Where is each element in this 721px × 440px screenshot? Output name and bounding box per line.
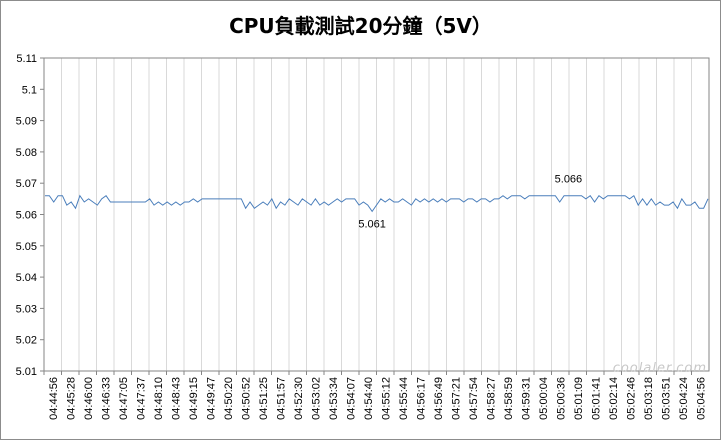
chart-title: CPU負載測試20分鐘（5V） <box>229 14 492 38</box>
x-tick-label: 04:56:17 <box>415 377 427 420</box>
x-tick-label: 05:01:41 <box>590 377 602 420</box>
x-tick-label: 05:02:14 <box>608 377 620 420</box>
x-tick-label: 04:57:54 <box>468 377 480 420</box>
x-tick-label: 04:59:31 <box>520 377 532 420</box>
x-tick-label: 04:47:37 <box>135 377 147 420</box>
x-tick-label: 04:52:30 <box>293 377 305 420</box>
x-tick-label: 04:48:43 <box>170 377 182 420</box>
x-tick-label: 04:51:57 <box>275 377 287 420</box>
y-tick-label: 5.1 <box>22 84 37 96</box>
x-tick-label: 05:04:56 <box>695 377 707 420</box>
x-tick-label: 04:55:12 <box>380 377 392 420</box>
x-tick-label: 04:50:52 <box>240 377 252 420</box>
y-tick-label: 5.03 <box>16 303 37 315</box>
x-tick-label: 04:54:40 <box>363 377 375 420</box>
x-tick-label: 05:02:46 <box>625 377 637 420</box>
x-tick-label: 05:00:36 <box>555 377 567 420</box>
y-tick-label: 5.06 <box>16 210 37 222</box>
data-label: 5.061 <box>358 218 386 230</box>
y-tick-label: 5.08 <box>16 147 37 159</box>
x-tick-label: 04:58:59 <box>503 377 515 420</box>
y-tick-label: 5.01 <box>16 366 37 378</box>
x-tick-label: 05:03:51 <box>660 377 672 420</box>
x-tick-label: 04:46:00 <box>83 377 95 420</box>
x-tick-label: 04:49:15 <box>188 377 200 420</box>
x-tick-label: 04:45:28 <box>65 377 77 420</box>
x-tick-label: 04:44:56 <box>48 377 60 420</box>
x-tick-label: 04:53:34 <box>328 377 340 420</box>
y-tick-label: 5.07 <box>16 178 37 190</box>
x-tick-label: 04:55:44 <box>398 377 410 420</box>
x-tick-label: 04:51:25 <box>258 377 270 420</box>
x-tick-label: 04:49:47 <box>205 377 217 420</box>
x-tick-label: 04:56:49 <box>433 377 445 420</box>
x-tick-label: 05:03:18 <box>643 377 655 420</box>
x-tick-label: 05:00:04 <box>538 377 550 420</box>
x-tick-label: 05:01:09 <box>573 377 585 420</box>
y-tick-label: 5.09 <box>16 116 37 128</box>
y-tick-label: 5.11 <box>16 53 37 65</box>
watermark: coolaler.com <box>612 361 707 376</box>
x-tick-label: 05:04:24 <box>678 377 690 420</box>
y-tick-label: 5.05 <box>16 241 37 253</box>
x-tick-label: 04:57:21 <box>450 377 462 420</box>
x-tick-label: 04:58:27 <box>485 377 497 420</box>
x-tick-label: 04:54:07 <box>345 377 357 420</box>
x-tick-label: 04:46:33 <box>100 377 112 420</box>
y-tick-label: 5.04 <box>16 272 37 284</box>
x-tick-label: 04:50:20 <box>223 377 235 420</box>
series-line <box>45 194 709 213</box>
data-label: 5.066 <box>555 174 583 186</box>
x-tick-label: 04:48:10 <box>153 377 165 420</box>
y-tick-label: 5.02 <box>16 335 37 347</box>
x-tick-label: 04:53:02 <box>310 377 322 420</box>
x-tick-label: 04:47:05 <box>118 377 130 420</box>
